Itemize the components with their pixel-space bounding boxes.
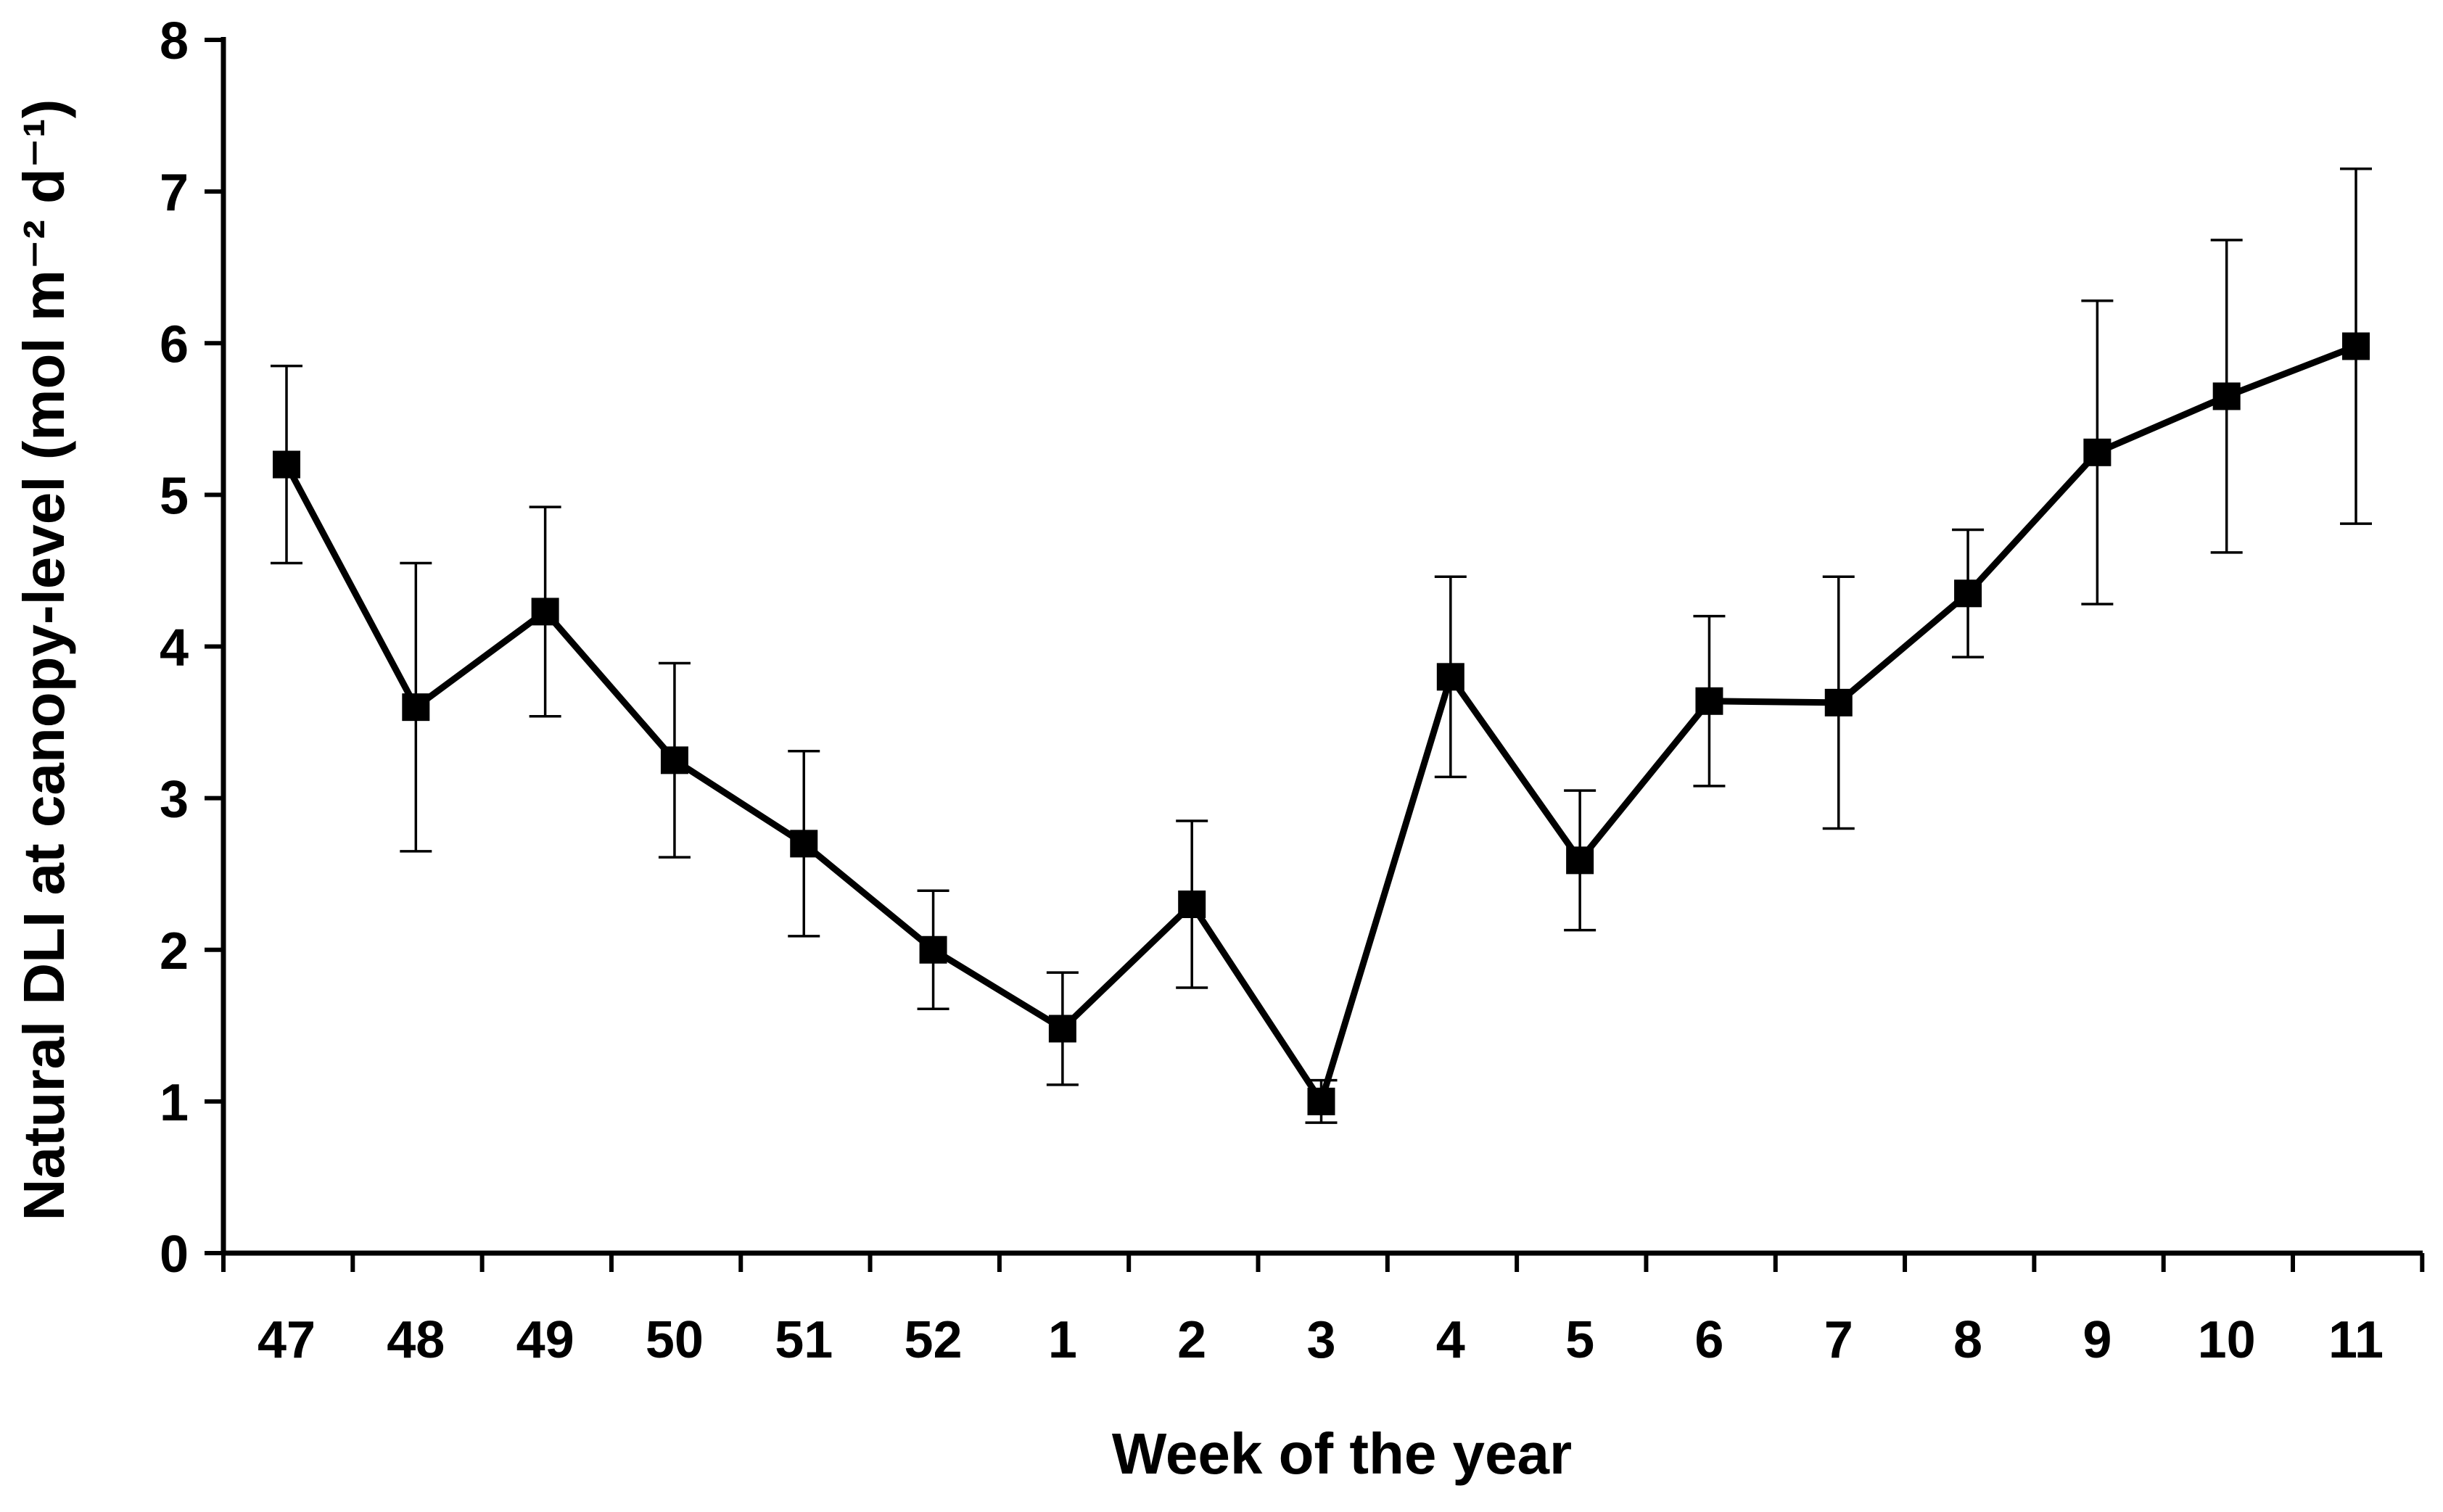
data-point [1566,846,1594,875]
x-tick-label: 48 [387,1311,445,1369]
y-tick-label: 7 [160,164,189,222]
x-axis-title: Week of the year [1112,1421,1572,1486]
x-tick-label: 2 [1177,1311,1206,1369]
y-axis-title: Natural DLI at canopy-level (mol m⁻² d⁻¹… [12,99,76,1221]
data-point [1178,891,1206,919]
x-tick-label: 9 [2082,1311,2112,1369]
y-axis-ticks: 0 1 2 3 4 5 6 7 8 [160,12,223,1284]
data-point [790,830,818,858]
x-tick-label: 10 [2198,1311,2256,1369]
data-point [1048,1015,1076,1043]
data-markers [273,332,2370,1115]
x-tick-label: 52 [905,1311,963,1369]
x-tick-label: 7 [1824,1311,1853,1369]
y-tick-label: 6 [160,315,189,373]
data-point [1954,579,1982,608]
x-tick-label: 50 [646,1311,704,1369]
x-tick-label: 3 [1306,1311,1335,1369]
data-point [1824,688,1853,716]
x-tick-label: 4 [1436,1311,1465,1369]
data-point [402,693,430,722]
x-tick-label: 8 [1953,1311,1982,1369]
data-point [2212,382,2241,410]
error-bars [271,168,2372,1124]
series-line-group [284,343,2357,1110]
x-tick-label: 51 [775,1311,833,1369]
data-point [660,746,688,774]
x-tick-label: 47 [258,1311,316,1369]
x-tick-label: 49 [516,1311,574,1369]
data-point [273,450,300,479]
data-point [1695,687,1723,715]
data-point [1307,1087,1335,1115]
y-tick-label: 2 [160,922,189,980]
x-tick-label: 5 [1565,1311,1594,1369]
axes [221,37,2423,1256]
y-tick-label: 4 [160,619,189,677]
y-tick-label: 5 [160,467,189,525]
y-tick-label: 8 [160,12,189,70]
data-point [919,935,947,964]
x-tick-label: 6 [1694,1311,1723,1369]
data-point [2342,332,2370,360]
data-point [2083,438,2112,466]
y-tick-label: 3 [160,771,189,829]
series-line [284,343,2357,1110]
y-tick-label: 1 [160,1074,189,1132]
data-point [531,598,559,626]
x-tick-label: 1 [1048,1311,1077,1369]
data-point [1436,663,1464,691]
y-tick-label: 0 [160,1226,189,1284]
x-axis-ticks: 47 48 49 50 51 52 1 2 3 4 5 6 7 8 9 10 11 [221,1253,2425,1369]
x-tick-label: 11 [2328,1311,2384,1369]
